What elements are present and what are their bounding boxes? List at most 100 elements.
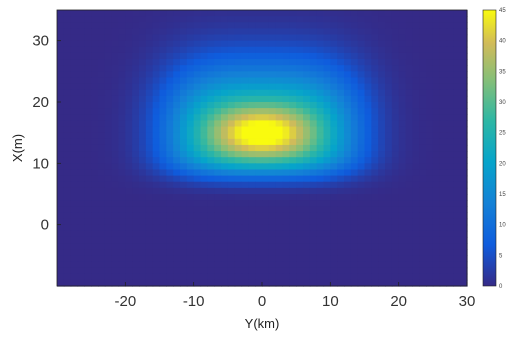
heatmap-cell bbox=[419, 175, 427, 183]
heatmap-cell bbox=[139, 236, 147, 244]
colorbar-tick-label: 20 bbox=[499, 161, 506, 167]
heatmap-cell bbox=[63, 89, 72, 97]
heatmap-cell bbox=[132, 40, 140, 48]
heatmap-cell bbox=[385, 89, 393, 97]
heatmap-cell bbox=[173, 261, 181, 269]
heatmap-cell bbox=[289, 218, 297, 226]
heatmap-cell bbox=[57, 46, 65, 54]
heatmap-cell bbox=[296, 267, 304, 275]
heatmap-cell bbox=[207, 65, 215, 72]
heatmap-cell bbox=[152, 108, 161, 115]
heatmap-cell bbox=[193, 138, 202, 146]
heatmap-cell bbox=[344, 236, 352, 244]
heatmap-cell bbox=[412, 59, 420, 66]
heatmap-cell bbox=[460, 65, 468, 72]
heatmap-cell bbox=[398, 200, 407, 207]
heatmap-cell bbox=[248, 108, 256, 115]
heatmap-cell bbox=[316, 108, 325, 115]
heatmap-cell bbox=[364, 218, 372, 226]
heatmap-cell bbox=[214, 16, 222, 23]
heatmap-cell bbox=[330, 28, 338, 36]
heatmap-cell bbox=[145, 65, 154, 72]
heatmap-cell bbox=[125, 77, 133, 85]
heatmap-cell bbox=[385, 249, 393, 256]
heatmap-cell bbox=[419, 34, 427, 42]
heatmap-cell bbox=[125, 169, 133, 177]
heatmap-cell bbox=[248, 10, 256, 17]
heatmap-cell bbox=[139, 194, 147, 201]
heatmap-cell bbox=[357, 132, 366, 140]
heatmap-cell bbox=[275, 249, 284, 256]
heatmap-cell bbox=[412, 132, 420, 140]
heatmap-cell bbox=[432, 89, 441, 97]
heatmap-cell bbox=[248, 114, 256, 121]
heatmap-cell bbox=[132, 95, 140, 103]
heatmap-cell bbox=[309, 151, 318, 158]
heatmap-cell bbox=[186, 16, 195, 23]
heatmap-cell bbox=[398, 273, 407, 281]
heatmap-cell bbox=[57, 194, 65, 201]
heatmap-cell bbox=[357, 114, 366, 121]
heatmap-cell bbox=[446, 224, 454, 232]
heatmap-cell bbox=[221, 224, 229, 232]
heatmap-cell bbox=[371, 16, 379, 23]
heatmap-cell bbox=[282, 255, 290, 263]
heatmap-cell bbox=[460, 28, 468, 36]
heatmap-cell bbox=[350, 200, 359, 207]
heatmap-cell bbox=[419, 218, 427, 226]
heatmap-cell bbox=[303, 194, 311, 201]
heatmap-cell bbox=[446, 255, 454, 263]
heatmap-cell bbox=[432, 187, 441, 195]
heatmap-cell bbox=[118, 236, 126, 244]
heatmap-cell bbox=[426, 102, 434, 109]
heatmap-cell bbox=[91, 267, 99, 275]
heatmap-cell bbox=[91, 249, 99, 256]
heatmap-cell bbox=[186, 151, 195, 158]
heatmap-cell bbox=[275, 22, 284, 29]
heatmap-cell bbox=[405, 40, 413, 48]
heatmap-cell bbox=[391, 95, 400, 103]
heatmap-cell bbox=[132, 108, 140, 115]
x-axis-label: Y(km) bbox=[245, 316, 280, 331]
heatmap-cell bbox=[316, 89, 325, 97]
heatmap-cell bbox=[330, 132, 338, 140]
heatmap-cell bbox=[337, 187, 345, 195]
heatmap-cell bbox=[63, 273, 72, 281]
heatmap-cell bbox=[221, 114, 229, 121]
heatmap-cell bbox=[132, 236, 140, 244]
heatmap-cell bbox=[159, 77, 167, 85]
heatmap-cell bbox=[330, 175, 338, 183]
heatmap-cell bbox=[371, 267, 379, 275]
heatmap-cell bbox=[289, 151, 297, 158]
heatmap-cell bbox=[385, 200, 393, 207]
heatmap-cell bbox=[227, 175, 236, 183]
heatmap-cell bbox=[432, 28, 441, 36]
heatmap-cell bbox=[159, 144, 167, 152]
heatmap-cell bbox=[275, 89, 284, 97]
heatmap-cell bbox=[378, 10, 386, 17]
heatmap-cell bbox=[104, 132, 113, 140]
heatmap-cell bbox=[385, 212, 393, 220]
heatmap-cell bbox=[391, 65, 400, 72]
heatmap-cell bbox=[255, 212, 263, 220]
heatmap-cell bbox=[405, 212, 413, 220]
heatmap-cell bbox=[426, 89, 434, 97]
heatmap-cell bbox=[166, 267, 174, 275]
heatmap-cell bbox=[166, 175, 174, 183]
heatmap-cell bbox=[453, 114, 461, 121]
heatmap-cell bbox=[323, 163, 331, 171]
heatmap-cell bbox=[344, 194, 352, 201]
heatmap-cell bbox=[180, 187, 188, 195]
heatmap-cell bbox=[145, 163, 154, 171]
heatmap-cell bbox=[371, 34, 379, 42]
heatmap-cell bbox=[262, 224, 270, 232]
heatmap-cell bbox=[70, 236, 79, 244]
heatmap-cell bbox=[125, 218, 133, 226]
heatmap-cell bbox=[118, 10, 126, 17]
heatmap-cell bbox=[207, 187, 215, 195]
heatmap-cell bbox=[125, 187, 133, 195]
heatmap-cell bbox=[70, 22, 79, 29]
heatmap-cell bbox=[145, 59, 154, 66]
heatmap-cell bbox=[357, 194, 366, 201]
heatmap-cell bbox=[350, 157, 359, 164]
